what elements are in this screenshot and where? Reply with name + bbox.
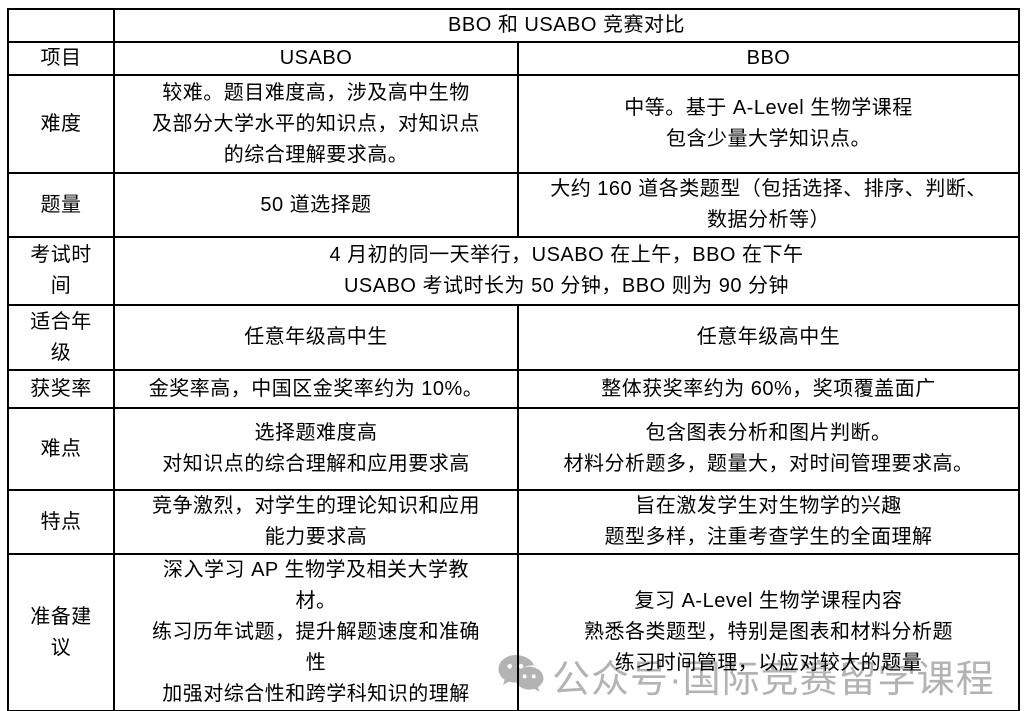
- cell-usabo-suitable-grades: 任意年级高中生: [113, 304, 519, 371]
- row-suitable-grades: 适合年 级 任意年级高中生 任意年级高中生: [7, 304, 1020, 371]
- cell-bbo-features: 旨在激发学生对生物学的兴趣 题型多样，注重考查学生的全面理解: [517, 489, 1020, 555]
- row-label-features: 特点: [7, 489, 115, 555]
- header-usabo: USABO: [113, 41, 519, 76]
- row-label-difficulty: 难度: [7, 74, 115, 174]
- cell-bbo-preparation-advice: 复习 A-Level 生物学课程内容 熟悉各类题型，特别是图表和材料分析题 练习…: [517, 553, 1020, 711]
- corner-empty-cell: [7, 8, 115, 43]
- row-label-challenges: 难点: [7, 407, 115, 491]
- cell-usabo-difficulty: 较难。题目难度高，涉及高中生物 及部分大学水平的知识点，对知识点 的综合理解要求…: [113, 74, 519, 174]
- row-award-rate: 获奖率 金奖率高，中国区金奖率约为 10%。 整体获奖率约为 60%，奖项覆盖面…: [7, 369, 1020, 409]
- cell-usabo-features: 竞争激烈，对学生的理论知识和应用 能力要求高: [113, 489, 519, 555]
- cell-bbo-challenges: 包含图表分析和图片判断。 材料分析题多，题量大，对时间管理要求高。: [517, 407, 1020, 491]
- cell-bbo-difficulty: 中等。基于 A-Level 生物学课程 包含少量大学知识点。: [517, 74, 1020, 174]
- row-question-count: 题量 50 道选择题 大约 160 道各类题型（包括选择、排序、判断、 数据分析…: [7, 172, 1020, 238]
- row-features: 特点 竞争激烈，对学生的理论知识和应用 能力要求高 旨在激发学生对生物学的兴趣 …: [7, 489, 1020, 555]
- row-label-exam-time: 考试时 间: [7, 236, 115, 306]
- cell-merged-exam-time: 4 月初的同一天举行，USABO 在上午，BBO 在下午 USABO 考试时长为…: [113, 236, 1020, 306]
- cell-bbo-question-count: 大约 160 道各类题型（包括选择、排序、判断、 数据分析等）: [517, 172, 1020, 238]
- header-item-label: 项目: [7, 41, 115, 76]
- row-label-suitable-grades: 适合年 级: [7, 304, 115, 371]
- row-label-award-rate: 获奖率: [7, 369, 115, 409]
- row-preparation-advice: 准备建 议 深入学习 AP 生物学及相关大学教 材。 练习历年试题，提升解题速度…: [7, 553, 1020, 711]
- header-bbo: BBO: [517, 41, 1020, 76]
- cell-usabo-preparation-advice: 深入学习 AP 生物学及相关大学教 材。 练习历年试题，提升解题速度和准确 性 …: [113, 553, 519, 711]
- cell-usabo-question-count: 50 道选择题: [113, 172, 519, 238]
- cell-bbo-suitable-grades: 任意年级高中生: [517, 304, 1020, 371]
- cell-usabo-award-rate: 金奖率高，中国区金奖率约为 10%。: [113, 369, 519, 409]
- row-difficulty: 难度 较难。题目难度高，涉及高中生物 及部分大学水平的知识点，对知识点 的综合理…: [7, 74, 1020, 174]
- row-label-question-count: 题量: [7, 172, 115, 238]
- row-challenges: 难点 选择题难度高 对知识点的综合理解和应用要求高 包含图表分析和图片判断。 材…: [7, 407, 1020, 491]
- row-exam-time: 考试时 间 4 月初的同一天举行，USABO 在上午，BBO 在下午 USABO…: [7, 236, 1020, 306]
- cell-usabo-challenges: 选择题难度高 对知识点的综合理解和应用要求高: [113, 407, 519, 491]
- comparison-table: BBO 和 USABO 竞赛对比 项目 USABO BBO 难度 较难。题目难度…: [7, 8, 1020, 711]
- row-label-preparation-advice: 准备建 议: [7, 553, 115, 711]
- table-title: BBO 和 USABO 竞赛对比: [113, 8, 1020, 43]
- cell-bbo-award-rate: 整体获奖率约为 60%，奖项覆盖面广: [517, 369, 1020, 409]
